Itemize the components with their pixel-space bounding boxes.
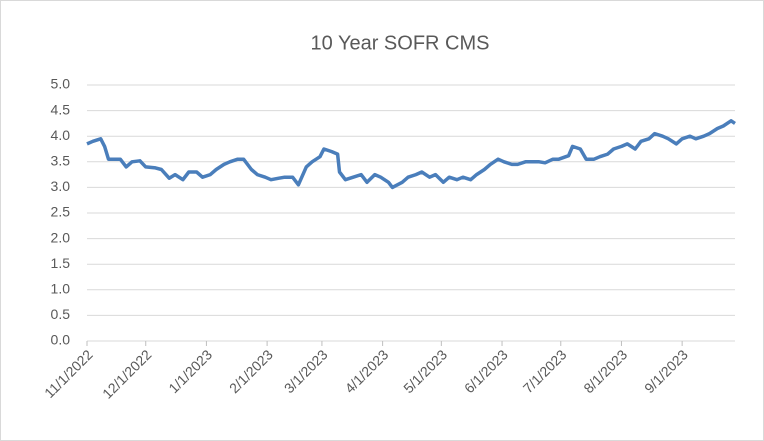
- y-tick-label: 2.0: [51, 229, 71, 245]
- y-tick-label: 4.5: [51, 101, 71, 117]
- y-tick-label: 3.0: [51, 178, 71, 194]
- y-tick-label: 3.5: [51, 153, 71, 169]
- y-tick-label: 2.5: [51, 204, 71, 220]
- y-tick-label: 0.0: [51, 332, 71, 348]
- y-tick-label: 5.0: [51, 76, 71, 92]
- y-tick-label: 1.0: [51, 281, 71, 297]
- y-tick-label: 1.5: [51, 255, 71, 271]
- y-tick-label: 4.0: [51, 127, 71, 143]
- chart-title: 10 Year SOFR CMS: [311, 32, 490, 54]
- y-tick-label: 0.5: [51, 306, 71, 322]
- data-line: [86, 119, 736, 190]
